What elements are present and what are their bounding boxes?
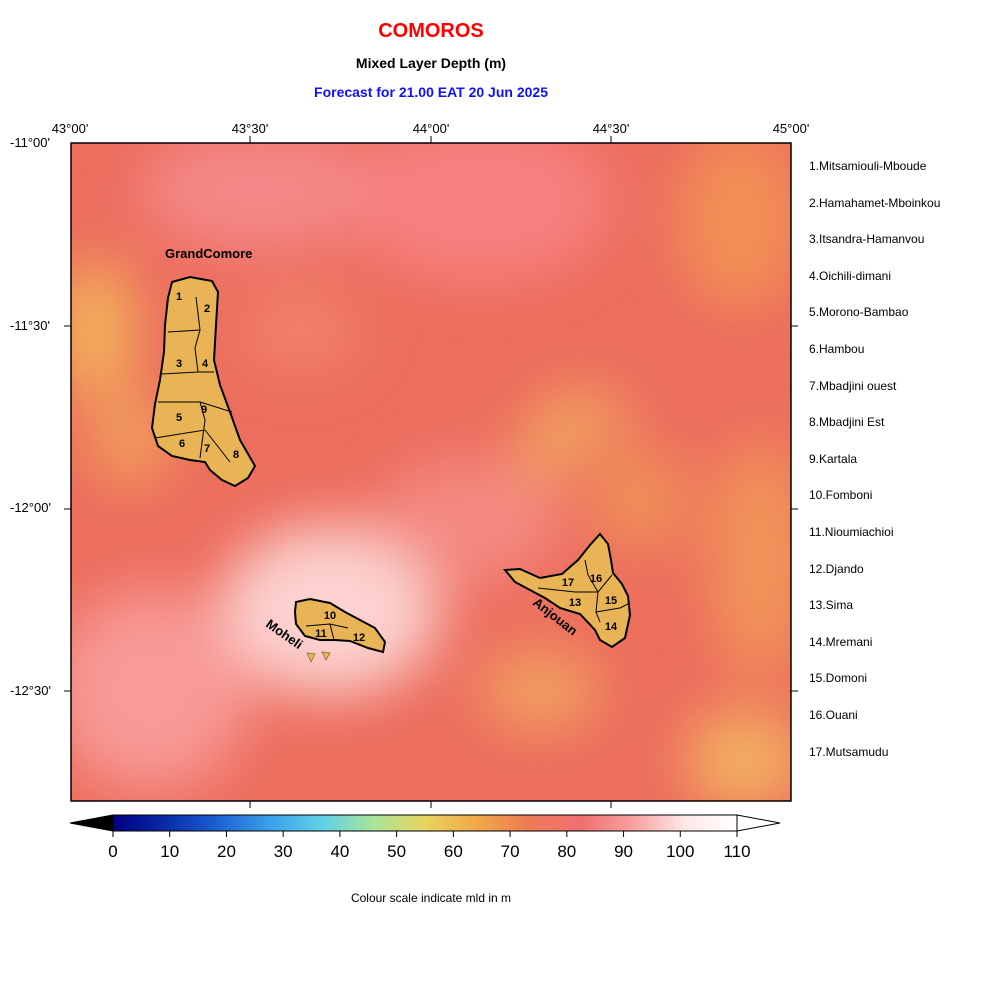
axis-ticks bbox=[64, 136, 798, 808]
region-number-15: 15 bbox=[605, 595, 617, 607]
moheli-boundaries bbox=[305, 623, 349, 641]
colorbar-min-arrow bbox=[69, 814, 114, 832]
region-number-8: 8 bbox=[233, 449, 239, 461]
colorbar-gradient bbox=[112, 814, 738, 832]
legend-item: 12.Djando bbox=[809, 561, 864, 576]
grand-comore-boundaries bbox=[154, 296, 233, 463]
colorbar-tick-marks bbox=[112, 831, 738, 837]
lon-label-43-00: 43°00' bbox=[51, 121, 89, 136]
colorbar-tick-label: 0 bbox=[108, 842, 118, 861]
legend-item: 16.Ouani bbox=[809, 707, 858, 722]
colorbar-tick-label: 40 bbox=[330, 842, 350, 861]
lon-label-43-30: 43°30' bbox=[231, 121, 269, 136]
region-number-9: 9 bbox=[201, 404, 207, 416]
legend-item: 8.Mbadjini Est bbox=[809, 415, 885, 430]
colorbar-tick-label: 80 bbox=[557, 842, 577, 861]
colorbar bbox=[69, 814, 781, 837]
legend-item: 10.Fomboni bbox=[809, 488, 873, 503]
moheli-land bbox=[293, 597, 387, 654]
lat-label-11-30: -11°30' bbox=[10, 318, 50, 333]
moheli-islets bbox=[306, 651, 331, 663]
legend-item: 13.Sima bbox=[809, 598, 854, 613]
legend-item: 1.Mitsamiouli-Mboude bbox=[809, 159, 927, 173]
region-number-12: 12 bbox=[353, 632, 365, 644]
island-label-grand-comore: GrandComore bbox=[165, 246, 252, 261]
legend-item: 11.Nioumiachioi bbox=[809, 524, 894, 539]
island-grand-comore: 1 2 3 4 5 6 7 8 9 GrandComore bbox=[150, 246, 257, 488]
region-number-7: 7 bbox=[204, 443, 210, 455]
legend-item: 5.Morono-Bambao bbox=[809, 305, 909, 320]
colorbar-tick-label: 100 bbox=[666, 842, 695, 861]
colorbar-tick-label: 50 bbox=[387, 842, 407, 861]
lon-label-45-00: 45°00' bbox=[772, 121, 810, 136]
region-number-14: 14 bbox=[605, 621, 618, 633]
colorbar-tick-label: 20 bbox=[216, 842, 236, 861]
forecast-time: Forecast for 21.00 EAT 20 Jun 2025 bbox=[314, 84, 548, 100]
anjouan-boundaries bbox=[537, 559, 629, 623]
variable-subtitle: Mixed Layer Depth (m) bbox=[355, 55, 507, 71]
legend-item: 7.Mbadjini ouest bbox=[809, 378, 897, 393]
lon-label-44-30: 44°30' bbox=[592, 121, 630, 136]
colorbar-max-arrow bbox=[736, 814, 781, 832]
region-number-1: 1 bbox=[176, 291, 182, 303]
region-number-13: 13 bbox=[569, 597, 581, 609]
colorbar-tick-label: 60 bbox=[443, 842, 463, 861]
region-number-4: 4 bbox=[202, 358, 209, 370]
region-number-2: 2 bbox=[204, 303, 210, 315]
colorbar-tick-label: 30 bbox=[273, 842, 293, 861]
legend-item: 14.Mremani bbox=[809, 634, 873, 649]
legend-item: 15.Domoni bbox=[809, 671, 868, 686]
mld-field bbox=[71, 143, 791, 801]
colorbar-tick-label: 10 bbox=[160, 842, 180, 861]
legend-item: 3.Itsandra-Hamanvou bbox=[809, 232, 925, 247]
map-title: COMOROS bbox=[378, 20, 484, 42]
region-number-17: 17 bbox=[562, 577, 574, 589]
colorbar-caption: Colour scale indicate mld in m bbox=[350, 891, 512, 905]
legend-item: 2.Hamahamet-Mboinkou bbox=[809, 195, 941, 210]
island-moheli: 10 11 12 Moheli bbox=[263, 597, 387, 663]
legend-item: 6.Hambou bbox=[809, 341, 865, 356]
region-number-11: 11 bbox=[315, 628, 327, 640]
region-number-10: 10 bbox=[324, 610, 336, 622]
region-number-16: 16 bbox=[590, 573, 602, 585]
lon-label-44-00: 44°00' bbox=[412, 121, 450, 136]
lat-label-12-00: -12°00' bbox=[10, 500, 51, 515]
colorbar-tick-label: 70 bbox=[500, 842, 520, 861]
district-legend: 1.Mitsamiouli-Mboude 2.Hamahamet-Mboinkou… bbox=[809, 158, 940, 780]
region-number-5: 5 bbox=[176, 412, 182, 424]
legend-item: 4.Oichili-dimani bbox=[809, 268, 892, 283]
lat-label-12-30: -12°30' bbox=[10, 683, 51, 698]
region-number-6: 6 bbox=[179, 438, 185, 450]
legend-item: 17.Mutsamudu bbox=[809, 744, 889, 759]
colorbar-tick-label: 110 bbox=[723, 842, 751, 861]
legend-item: 9.Kartala bbox=[809, 451, 858, 466]
colorbar-tick-label: 90 bbox=[614, 842, 633, 861]
region-number-3: 3 bbox=[176, 358, 182, 370]
grand-comore-land bbox=[150, 275, 257, 488]
lat-label-11-00: -11°00' bbox=[10, 135, 50, 150]
